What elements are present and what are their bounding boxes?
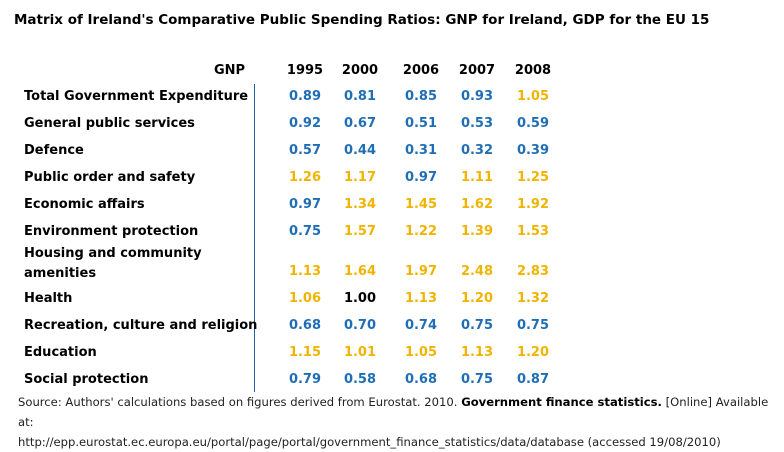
year-header-2008: 2008 <box>514 63 552 78</box>
value-cell: 1.57 <box>343 224 377 239</box>
value-cell: 0.59 <box>516 116 550 131</box>
value-cell: 0.89 <box>288 89 322 104</box>
value-cell: 0.57 <box>288 143 322 158</box>
value-cell: 0.74 <box>404 318 438 333</box>
source-url: http://epp.eurostat.ec.europa.eu/portal/… <box>18 435 721 449</box>
value-cell: 0.58 <box>343 372 377 387</box>
row-label-line2: amenities <box>24 266 97 281</box>
row-label: Public order and safety <box>24 170 196 185</box>
value-cell: 0.93 <box>460 89 494 104</box>
value-cell: 1.13 <box>288 264 322 279</box>
value-cell: 0.97 <box>404 170 438 185</box>
value-cell: 1.05 <box>516 89 550 104</box>
value-cell: 1.15 <box>288 345 322 360</box>
value-cell: 1.17 <box>343 170 377 185</box>
value-cell: 0.75 <box>288 224 322 239</box>
table-row: Social protection 0.79 0.58 0.68 0.75 0.87 <box>0 372 784 392</box>
value-cell: 1.20 <box>516 345 550 360</box>
row-label: Social protection <box>24 372 149 387</box>
value-cell: 0.68 <box>404 372 438 387</box>
value-cell: 1.39 <box>460 224 494 239</box>
value-cell: 0.85 <box>404 89 438 104</box>
value-cell: 0.31 <box>404 143 438 158</box>
value-cell: 1.13 <box>404 291 438 306</box>
gnp-header-label: GNP <box>214 63 246 78</box>
source-suffix: [Online] Available at: <box>18 395 769 429</box>
value-cell: 1.22 <box>404 224 438 239</box>
table-header: GNP 1995 2000 2006 2007 2008 <box>0 63 784 83</box>
column-divider <box>254 84 255 392</box>
value-cell: 1.20 <box>460 291 494 306</box>
value-cell: 1.13 <box>460 345 494 360</box>
value-cell: 2.83 <box>516 264 550 279</box>
value-cell: 0.79 <box>288 372 322 387</box>
table-row: Defence 0.57 0.44 0.31 0.32 0.39 <box>0 143 784 163</box>
value-cell: 1.00 <box>343 291 377 306</box>
value-cell: 0.70 <box>343 318 377 333</box>
year-header-2006: 2006 <box>402 63 440 78</box>
source-prefix: Source: Authors' calculations based on f… <box>18 395 458 409</box>
table-row: Public order and safety 1.26 1.17 0.97 1.11 1… <box>0 170 784 190</box>
value-cell: 0.81 <box>343 89 377 104</box>
row-label: Total Government Expenditure <box>24 89 249 104</box>
table-row: General public services 0.92 0.67 0.51 0.53 0… <box>0 116 784 136</box>
table-row: Total Government Expenditure 0.89 0.81 0.85… <box>0 89 784 109</box>
year-header-2000: 2000 <box>341 63 379 78</box>
value-cell: 0.75 <box>516 318 550 333</box>
year-header-1995: 1995 <box>286 63 324 78</box>
row-label-line1: Housing and community <box>24 246 202 261</box>
row-label: Housing and community amenities <box>24 244 202 284</box>
value-cell: 1.01 <box>343 345 377 360</box>
value-cell: 1.26 <box>288 170 322 185</box>
value-cell: 1.06 <box>288 291 322 306</box>
value-cell: 1.32 <box>516 291 550 306</box>
value-cell: 1.25 <box>516 170 550 185</box>
value-cell: 1.11 <box>460 170 494 185</box>
year-header-2007: 2007 <box>458 63 496 78</box>
value-cell: 0.39 <box>516 143 550 158</box>
table-row: Recreation, culture and religion 0.68 0.70… <box>0 318 784 338</box>
value-cell: 0.75 <box>460 372 494 387</box>
value-cell: 0.51 <box>404 116 438 131</box>
row-label: Environment protection <box>24 224 199 239</box>
table-row: Environment protection 0.75 1.57 1.22 1.39 1.… <box>0 224 784 244</box>
table-title: Matrix of Ireland's Comparative Public S… <box>14 12 710 28</box>
value-cell: 1.64 <box>343 264 377 279</box>
value-cell: 1.53 <box>516 224 550 239</box>
table-row: Health 1.06 1.00 1.13 1.20 1.32 <box>0 291 784 311</box>
row-label: Recreation, culture and religion <box>24 318 258 333</box>
value-cell: 1.92 <box>516 197 550 212</box>
value-cell: 0.32 <box>460 143 494 158</box>
value-cell: 1.34 <box>343 197 377 212</box>
source-title: Government finance statistics. <box>461 395 662 409</box>
row-label: Health <box>24 291 73 306</box>
value-cell: 0.97 <box>288 197 322 212</box>
value-cell: 1.97 <box>404 264 438 279</box>
row-label: Education <box>24 345 97 360</box>
table-row: Housing and community amenities 1.13 1.64 1.… <box>0 246 784 284</box>
value-cell: 0.75 <box>460 318 494 333</box>
row-label: Economic affairs <box>24 197 145 212</box>
value-cell: 0.53 <box>460 116 494 131</box>
value-cell: 1.45 <box>404 197 438 212</box>
table-row: Economic affairs 0.97 1.34 1.45 1.62 1.92 <box>0 197 784 217</box>
value-cell: 0.87 <box>516 372 550 387</box>
table-row: Education 1.15 1.01 1.05 1.13 1.20 <box>0 345 784 365</box>
row-label: General public services <box>24 116 195 131</box>
value-cell: 2.48 <box>460 264 494 279</box>
source-note: Source: Authors' calculations based on f… <box>18 392 770 452</box>
value-cell: 0.44 <box>343 143 377 158</box>
value-cell: 1.62 <box>460 197 494 212</box>
value-cell: 0.92 <box>288 116 322 131</box>
value-cell: 1.05 <box>404 345 438 360</box>
value-cell: 0.68 <box>288 318 322 333</box>
row-label: Defence <box>24 143 84 158</box>
value-cell: 0.67 <box>343 116 377 131</box>
